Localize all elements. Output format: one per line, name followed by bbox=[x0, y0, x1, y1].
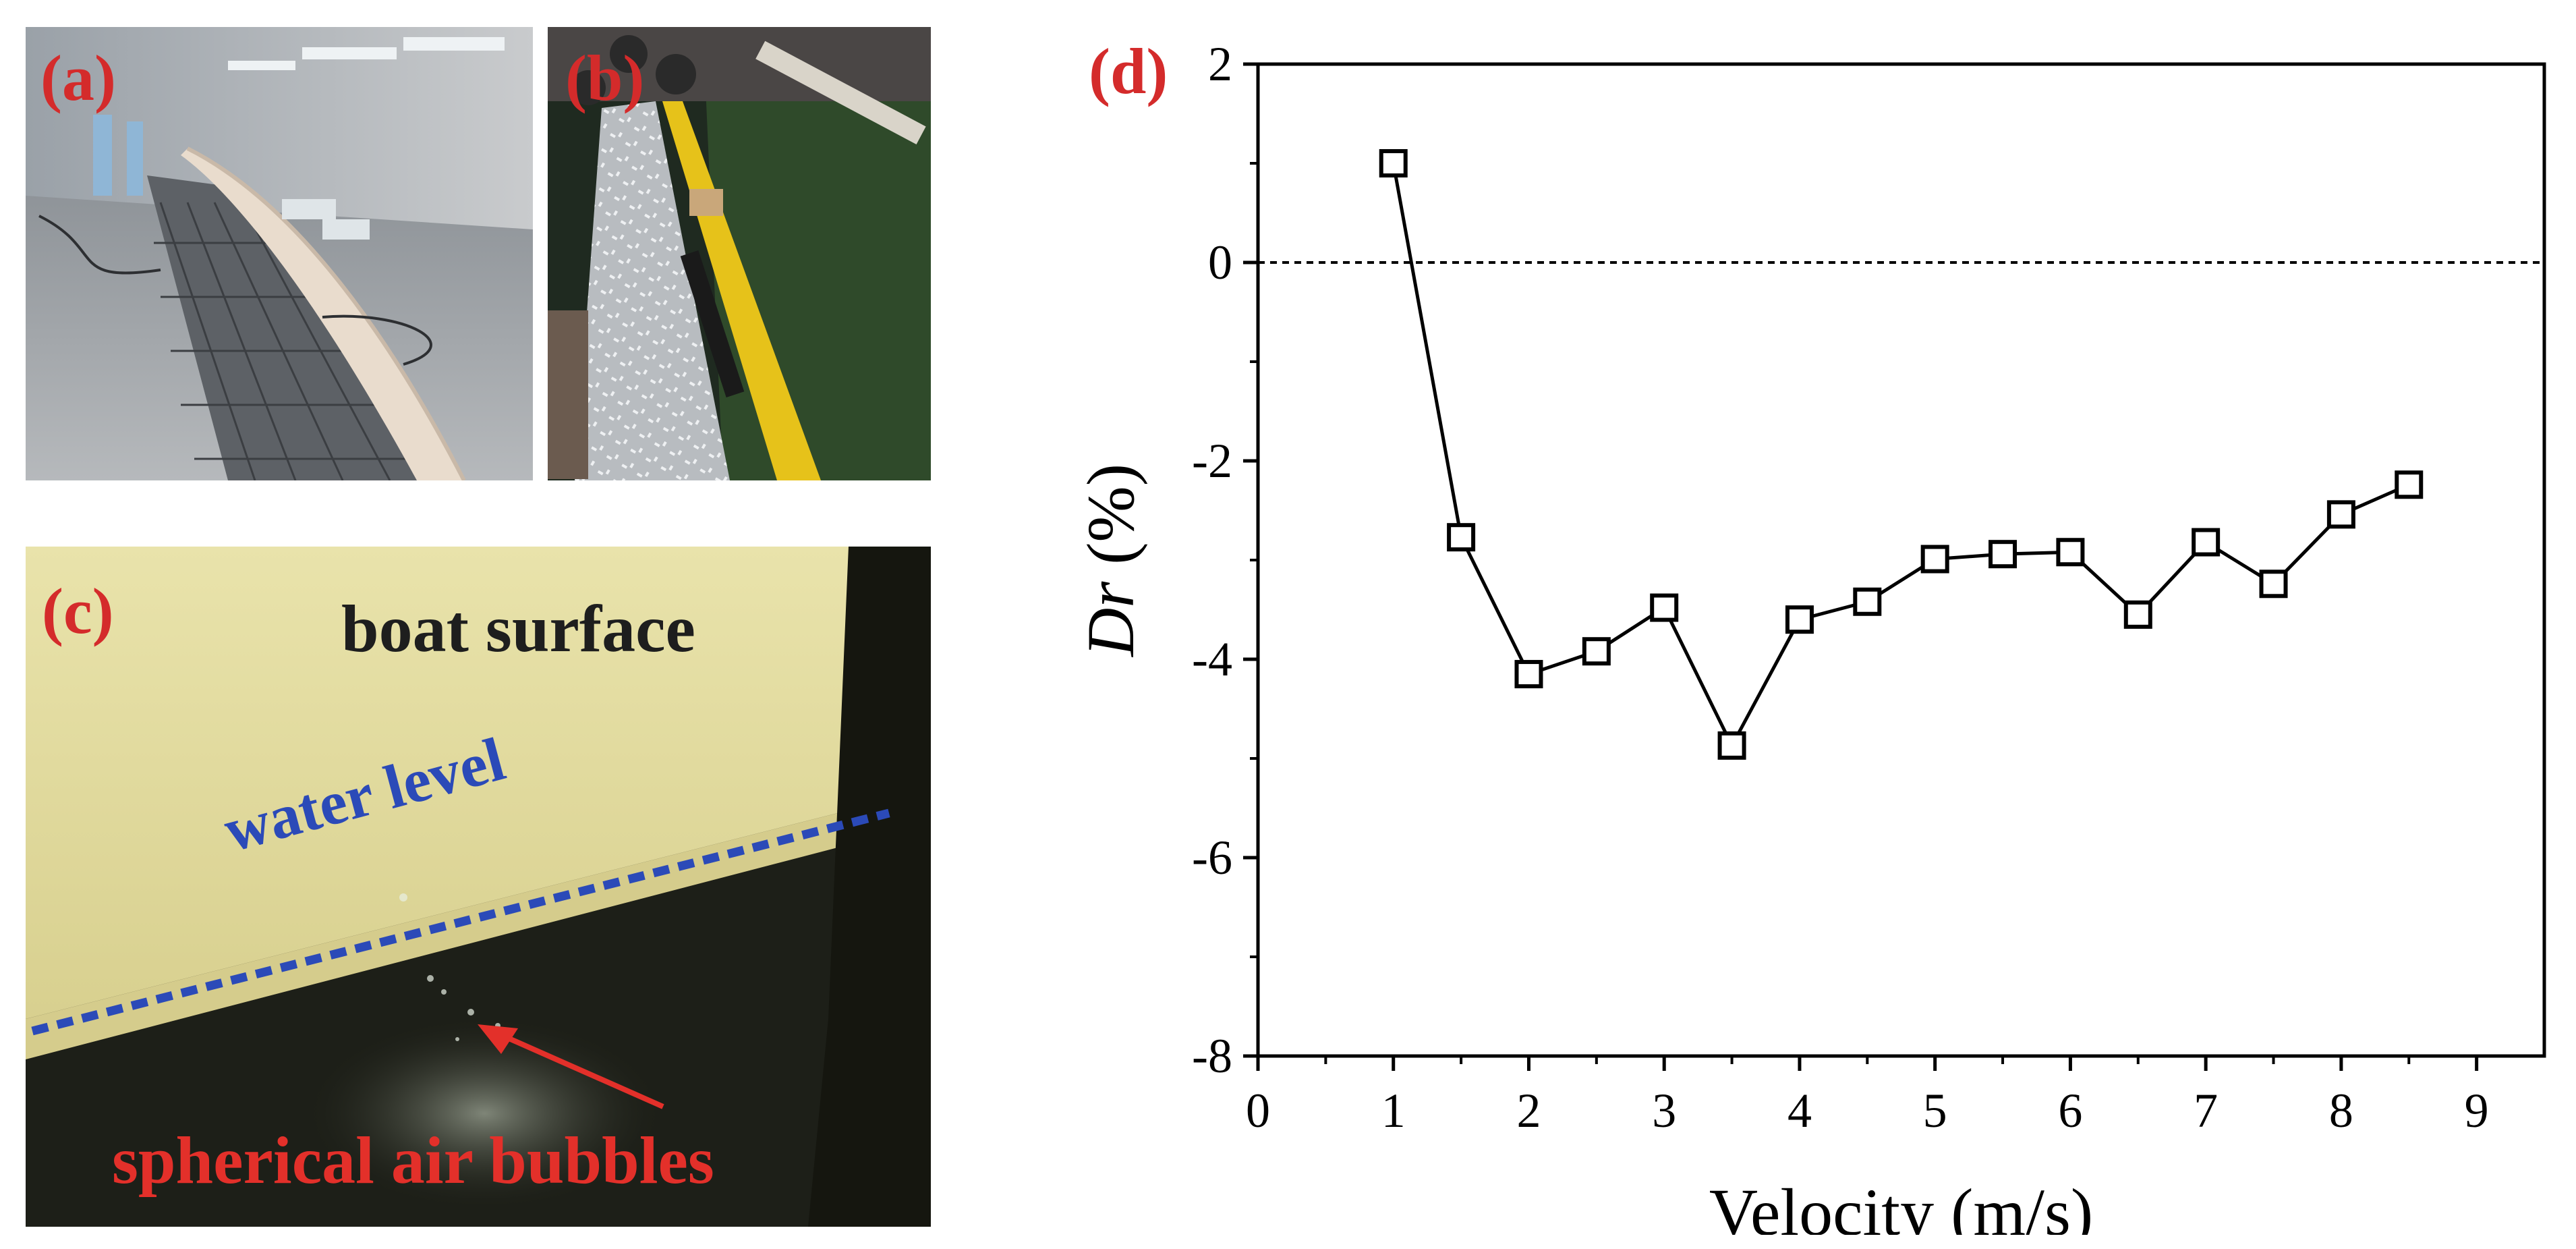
x-tick-label: 1 bbox=[1381, 1084, 1406, 1138]
data-point-marker bbox=[1447, 523, 1476, 552]
panel-label-a: (a) bbox=[40, 42, 116, 114]
series-markers bbox=[1379, 149, 2424, 760]
bubble-arrow-head bbox=[478, 1024, 518, 1054]
y-tick-label: -2 bbox=[1192, 434, 1232, 488]
photo-b-image bbox=[548, 27, 931, 480]
photo-panel-b: (b) bbox=[548, 27, 931, 480]
y-axis-title-italic: Dr bbox=[1073, 581, 1148, 658]
y-tick-label: 0 bbox=[1208, 235, 1232, 289]
x-tick-label: 5 bbox=[1923, 1084, 1947, 1138]
photo-panel-c: (c) boat surface water level spherical a… bbox=[26, 547, 931, 1227]
plot-frame bbox=[1256, 62, 2546, 1058]
drag-reduction-chart: 0 1 2 3 4 5 6 7 8 9 -8 -6 -4 -2 0 2 Velocity (m/s) Dr (… bbox=[1073, 37, 2546, 1235]
x-tick-label: 8 bbox=[2329, 1084, 2353, 1138]
data-point-marker bbox=[2259, 570, 2288, 599]
bubble-arrow-line bbox=[486, 1026, 664, 1109]
data-point-marker bbox=[1920, 545, 1949, 574]
data-point-marker bbox=[2056, 538, 2085, 567]
y-axis-title-unit: (%) bbox=[1073, 464, 1148, 582]
data-point-marker bbox=[2123, 600, 2152, 629]
x-tick-label: 4 bbox=[1787, 1084, 1812, 1138]
data-point-marker bbox=[1988, 540, 2017, 569]
panel-label-d: (d) bbox=[1089, 35, 1168, 107]
data-point-marker bbox=[1650, 593, 1679, 622]
panel-label-c: (c) bbox=[42, 575, 114, 647]
data-point-marker bbox=[1717, 731, 1746, 760]
x-tick-label: 0 bbox=[1246, 1084, 1270, 1138]
data-point-marker bbox=[2395, 470, 2424, 499]
photo-a-image bbox=[26, 27, 533, 480]
photo-c-image bbox=[26, 547, 931, 1227]
y-tick-label: -4 bbox=[1192, 632, 1232, 686]
x-tick-label: 9 bbox=[2465, 1084, 2489, 1138]
y-tick-label: -8 bbox=[1192, 1029, 1232, 1083]
data-point-marker bbox=[1514, 660, 1543, 689]
photo-panel-a: (a) bbox=[26, 27, 533, 480]
axis-tick-labels: 0 1 2 3 4 5 6 7 8 9 -8 -6 -4 -2 0 2 bbox=[1192, 37, 2489, 1138]
data-point-marker bbox=[1853, 587, 1882, 616]
y-tick-label: 2 bbox=[1208, 37, 1232, 91]
data-point-marker bbox=[2326, 500, 2355, 529]
boat-surface-label: boat surface bbox=[341, 591, 695, 666]
water-level-line bbox=[31, 808, 890, 1036]
x-tick-label: 7 bbox=[2194, 1084, 2218, 1138]
panel-label-b: (b) bbox=[565, 42, 645, 114]
x-tick-label: 3 bbox=[1652, 1084, 1676, 1138]
series-line bbox=[1392, 163, 2410, 750]
bubbles-label: spherical air bubbles bbox=[112, 1123, 714, 1198]
data-point-marker bbox=[2192, 528, 2221, 557]
data-point-marker bbox=[1785, 605, 1814, 634]
x-tick-label: 6 bbox=[2058, 1084, 2082, 1138]
y-tick-label: -6 bbox=[1192, 831, 1232, 885]
y-axis-title: Dr (%) bbox=[1073, 464, 1148, 658]
x-axis-title: Velocity (m/s) bbox=[1709, 1175, 2093, 1235]
data-point-marker bbox=[1379, 149, 1408, 177]
data-point-marker bbox=[1582, 637, 1611, 666]
axis-ticks bbox=[1243, 62, 2479, 1071]
x-tick-label: 2 bbox=[1516, 1084, 1541, 1138]
